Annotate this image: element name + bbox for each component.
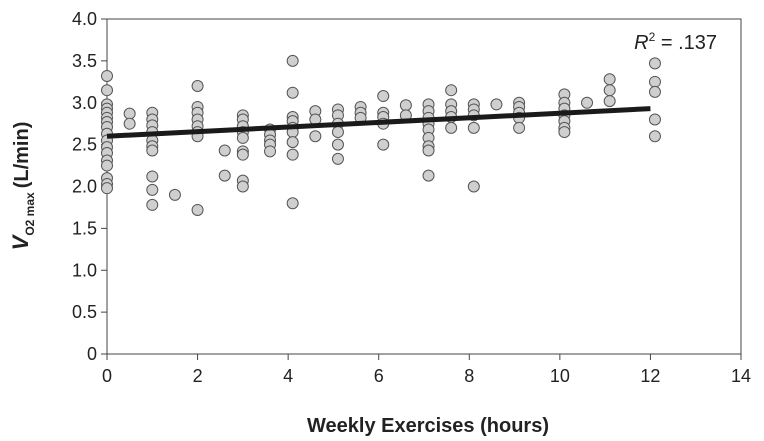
x-tick-label: 12 [640, 366, 660, 386]
r-squared-symbol: R [634, 32, 648, 54]
data-point [102, 70, 113, 81]
x-axis-label: Weekly Exercises (hours) [307, 415, 549, 437]
data-point [559, 127, 570, 138]
y-axis-label: VO2 max(L/min) [8, 122, 37, 251]
x-tick-label: 4 [283, 366, 293, 386]
data-point [310, 131, 321, 142]
data-point [102, 160, 113, 171]
data-point [124, 118, 135, 129]
data-point [649, 131, 660, 142]
data-point [378, 139, 389, 150]
data-point [446, 85, 457, 96]
data-point [649, 58, 660, 69]
x-tick-label: 2 [193, 366, 203, 386]
data-point [287, 198, 298, 209]
y-tick-label: 0 [87, 344, 97, 364]
data-point [514, 122, 525, 133]
data-point [192, 204, 203, 215]
data-point [649, 114, 660, 125]
data-point [400, 100, 411, 111]
y-axis-label-subscript: O2 max [23, 192, 37, 236]
data-point [649, 76, 660, 87]
data-point [332, 127, 343, 138]
data-point [192, 81, 203, 92]
data-point [378, 91, 389, 102]
x-tick-label: 14 [731, 366, 751, 386]
data-point [147, 171, 158, 182]
data-point [423, 145, 434, 156]
x-tick-label: 6 [374, 366, 384, 386]
data-point [287, 87, 298, 98]
data-point [604, 96, 615, 107]
y-tick-label: 3.5 [72, 51, 97, 71]
x-axis-ticks: 0 2 4 6 8 10 12 14 [102, 354, 751, 386]
data-point [102, 85, 113, 96]
data-point [169, 189, 180, 200]
data-point [147, 199, 158, 210]
y-tick-label: 1.5 [72, 218, 97, 238]
y-axis-label-unit: (L/min) [11, 122, 33, 189]
data-point [219, 170, 230, 181]
plot-area-frame [107, 19, 741, 354]
data-point [287, 55, 298, 66]
data-point [265, 146, 276, 157]
y-tick-label: 4.0 [72, 9, 97, 29]
data-point [446, 122, 457, 133]
x-tick-label: 8 [464, 366, 474, 386]
data-point [604, 85, 615, 96]
data-point [102, 183, 113, 194]
data-point [468, 181, 479, 192]
x-tick-label: 0 [102, 366, 112, 386]
data-point [649, 86, 660, 97]
data-point [604, 74, 615, 85]
data-point [124, 108, 135, 119]
data-point [582, 97, 593, 108]
data-point [237, 132, 248, 143]
y-tick-label: 2.5 [72, 135, 97, 155]
data-point [147, 184, 158, 195]
data-point [237, 149, 248, 160]
data-point [423, 170, 434, 181]
y-tick-label: 2.0 [72, 177, 97, 197]
data-point [287, 137, 298, 148]
data-point [332, 139, 343, 150]
data-point [237, 181, 248, 192]
data-point [219, 145, 230, 156]
data-point [491, 99, 502, 110]
x-tick-label: 10 [550, 366, 570, 386]
y-tick-label: 3.0 [72, 93, 97, 113]
r-squared-annotation: R2 = .137 [634, 30, 717, 54]
data-point [332, 153, 343, 164]
data-point [468, 122, 479, 133]
r-squared-value: = .137 [655, 32, 717, 54]
y-tick-label: 1.0 [72, 260, 97, 280]
y-tick-label: 0.5 [72, 302, 97, 322]
data-points [102, 55, 661, 215]
data-point [147, 145, 158, 156]
data-point [287, 149, 298, 160]
